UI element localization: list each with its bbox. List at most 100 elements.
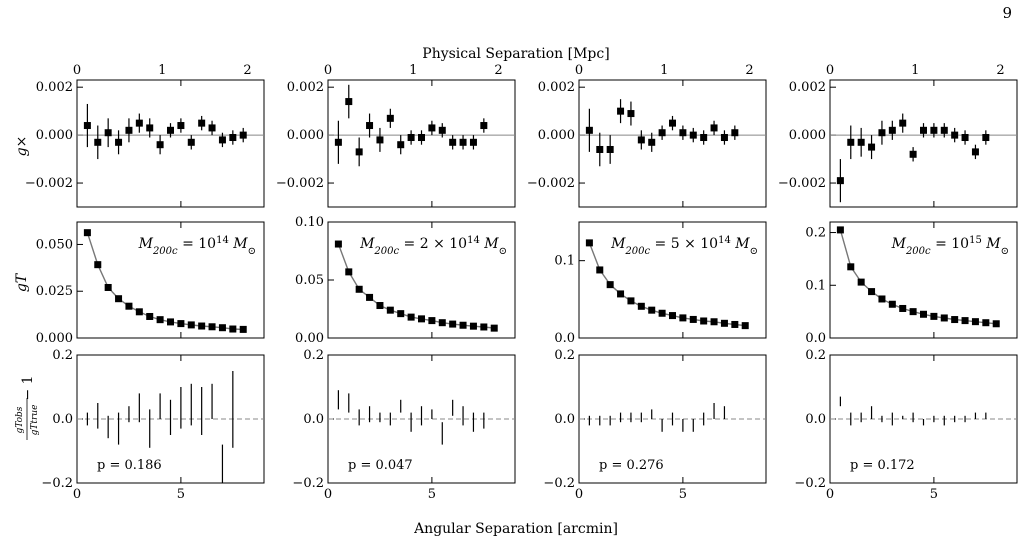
mass-label-part: 200c [152,246,178,257]
cross-y-tick-label: 0.002 [789,80,826,95]
tangential-data-point [334,240,342,248]
model-curve [588,242,746,327]
cross-data-point [229,134,237,142]
mass-label-part: M [891,236,907,252]
cross-data-point [167,126,174,134]
residual-y-tick-label: −0.2 [292,476,324,491]
p-value: p = 0.276 [599,458,664,473]
tangential-data-point [407,313,415,321]
cross-data-point [878,129,886,137]
tangential-data-point [596,266,604,274]
tangential-data-point [720,319,728,327]
cross-y-tick-label: −0.002 [778,176,826,191]
tangential-data-point [648,306,656,314]
cross-data-point [177,122,185,130]
cross-data-point [146,124,154,132]
mass-label: M200c = 1014 M⊙ [138,235,256,257]
tangential-data-point [459,321,467,329]
residual-y-tick-label: 0.2 [52,348,73,363]
tangential-data-point [345,268,353,276]
cross-y-tick-label: −0.002 [276,176,324,191]
tangential-y-tick-label: 0.050 [36,237,73,252]
tangential-data-point [899,304,907,312]
residual-y-tick-label: 0.0 [805,412,826,427]
top-tick-label: 1 [409,63,417,78]
residual-y-tick-label: −0.2 [794,476,826,491]
cross-data-point [218,136,226,144]
cross-data-point [920,126,927,134]
cross-data-point [345,98,353,106]
tangential-data-point [104,283,112,291]
mass-label-part: ⊙ [499,246,507,257]
mass-label-part: ⊙ [750,246,758,257]
mass-label-part: 14 [216,235,229,246]
residual-axis-suffix: − 1 [20,375,36,400]
tangential-data-point [418,315,425,323]
tangential-data-point [700,317,708,325]
mass-label-part: M [359,236,375,252]
cross-data-point [418,134,425,142]
tangential-data-point [992,320,1000,328]
cross-shear-axis-title: g× [14,136,30,157]
cross-data-point [627,110,635,118]
tangential-shear-axis-title: gT [14,272,30,292]
cross-data-point [376,136,384,144]
tangential-data-point [198,322,206,330]
tangential-data-point [376,302,384,310]
cross-data-point [679,129,687,137]
mass-label-part: ⊙ [248,246,256,257]
bottom-tick-label: 5 [177,487,185,502]
cross-y-tick-label: 0.002 [287,80,324,95]
cross-data-point [689,131,697,139]
tangential-data-point [469,322,477,330]
tangential-data-point [961,317,969,325]
cross-y-tick-label: 0.000 [287,128,324,143]
tang-axes-frame [578,221,767,339]
p-value: p = 0.172 [850,458,915,473]
tangential-data-point [125,302,133,310]
cross-y-tick-label: −0.002 [527,176,575,191]
cross-data-point [156,141,164,149]
p-value: p = 0.047 [348,458,413,473]
cross-data-point [617,107,625,115]
page-number: 9 [1002,4,1012,22]
top-tick-label: 2 [243,63,251,78]
tangential-data-point [731,320,739,328]
tangential-data-point [982,319,990,327]
residual-axis-numerator: gTobs [15,406,25,433]
bottom-tick-label: 0 [575,487,583,502]
tangential-y-tick-label: 0.025 [36,284,73,299]
cross-data-point [720,134,728,142]
tangential-data-point [658,309,666,317]
residual-y-tick-label: 0.2 [805,348,826,363]
tangential-data-point [366,293,374,301]
tangential-data-point [878,295,886,303]
cross-data-point [438,126,446,134]
residual-y-tick-label: −0.2 [543,476,575,491]
tangential-data-point [355,285,363,293]
tangential-data-point [741,322,749,330]
tangential-data-point [971,318,979,326]
residual-y-tick-label: −0.2 [41,476,73,491]
cross-data-point [115,138,123,146]
tangential-data-point [397,310,405,318]
mass-label-part: ⊙ [1001,246,1009,257]
top-axis-title: Physical Separation [Mpc] [422,46,609,62]
tangential-y-tick-label: 0.0 [805,331,826,346]
cross-data-point [982,134,990,142]
cross-y-tick-label: 0.000 [36,128,73,143]
mass-label-part: = 10 [178,236,216,252]
residual-y-tick-label: 0.0 [554,412,575,427]
tangential-data-point [888,300,896,308]
cross-data-point [585,126,593,134]
mass-label-part: 14 [718,235,731,246]
model-curve [337,243,495,329]
residual-y-tick-label: 0.2 [554,348,575,363]
cross-data-point [909,150,917,158]
cross-data-point [355,148,363,156]
residual-y-tick-label: 0.2 [303,348,324,363]
cross-data-point [83,122,91,130]
